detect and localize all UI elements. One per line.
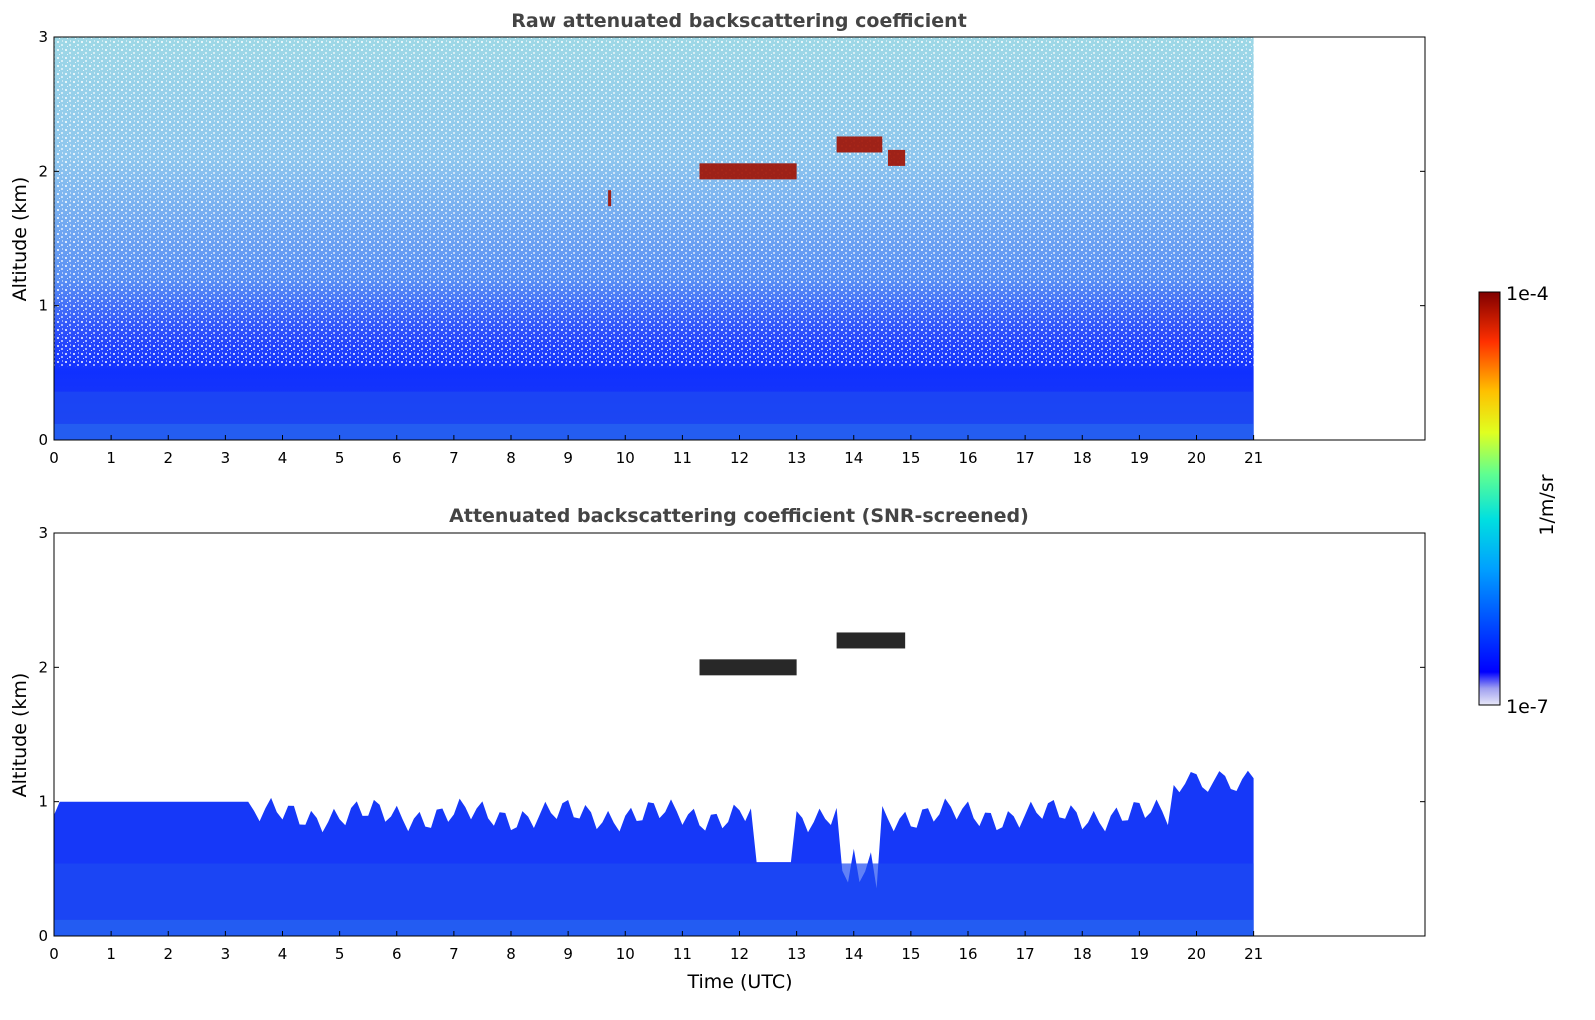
cloud-layer [888,149,906,166]
surface-layer [54,423,1254,440]
x-tick-label: 20 [1187,449,1206,467]
x-tick-label: 12 [730,945,749,963]
x-tick-label: 17 [1016,945,1035,963]
x-tick-label: 16 [958,945,977,963]
x-tick-label: 15 [901,945,920,963]
cloud-layer [608,190,612,207]
y-tick-label: 3 [38,524,48,542]
x-tick-label: 11 [673,945,692,963]
x-axis-label: Time (UTC) [686,971,792,993]
x-tick-label: 13 [787,449,806,467]
colorbar-min-label: 1e-7 [1506,696,1549,718]
x-tick-label: 4 [278,449,288,467]
x-tick-label: 16 [958,449,977,467]
y-axis-label: Altitude (km) [9,177,31,302]
raw-backscatter-panel: Raw attenuated backscattering coefficien… [9,10,1426,467]
x-tick-label: 15 [901,449,920,467]
x-tick-label: 8 [506,449,516,467]
y-tick-label: 2 [38,658,48,676]
surface-layer [54,919,1254,936]
x-tick-label: 7 [449,945,459,963]
chart-title: Raw attenuated backscattering coefficien… [511,10,967,32]
x-tick-label: 17 [1016,449,1035,467]
x-tick-label: 21 [1244,449,1263,467]
x-tick-label: 19 [1130,945,1149,963]
y-axis-ticks: 0 1 2 3 [38,524,1425,945]
x-tick-label: 7 [449,449,459,467]
y-axis-label: Altitude (km) [9,673,31,798]
x-tick-label: 18 [1073,449,1092,467]
chart-title: Attenuated backscattering coefficient (S… [449,505,1029,527]
colorbar-unit-label: 1/m/sr [1536,474,1558,535]
x-axis-ticks: 0 1 2 3 4 5 6 7 8 9 10 11 12 13 14 15 16 17 18 19 20 21 [49,435,1263,467]
y-tick-label: 0 [38,927,48,945]
x-tick-label: 0 [49,449,59,467]
cloud-layer [836,136,883,153]
heatmap-image [54,632,1254,936]
x-tick-label: 20 [1187,945,1206,963]
y-tick-label: 2 [38,162,48,180]
x-tick-label: 3 [221,449,231,467]
x-tick-label: 21 [1244,945,1263,963]
y-tick-label: 0 [38,431,48,449]
heatmap-image [54,37,1254,440]
colorbar: 1e-4 1e-7 1/m/sr [1478,283,1558,718]
x-tick-label: 5 [335,945,345,963]
x-tick-label: 13 [787,945,806,963]
y-axis-ticks: 0 1 2 3 [38,28,1425,449]
x-tick-label: 14 [844,449,863,467]
colorbar-max-label: 1e-4 [1506,283,1549,305]
x-tick-label: 18 [1073,945,1092,963]
y-tick-label: 1 [38,297,48,315]
x-tick-label: 12 [730,449,749,467]
cloud-layer [699,163,797,180]
x-tick-label: 6 [392,945,402,963]
x-tick-label: 2 [163,449,173,467]
x-tick-label: 10 [616,945,635,963]
x-axis-ticks: 0 1 2 3 4 5 6 7 8 9 10 11 12 13 14 15 16 17 18 19 20 21 [49,931,1263,963]
snr-screened-panel: Attenuated backscattering coefficient (S… [9,505,1426,993]
x-tick-label: 0 [49,945,59,963]
y-tick-label: 1 [38,793,48,811]
x-tick-label: 19 [1130,449,1149,467]
heatmap-noise [54,37,1254,367]
colorbar-gradient [1478,291,1501,706]
x-tick-label: 9 [563,449,573,467]
x-tick-label: 4 [278,945,288,963]
x-tick-label: 2 [163,945,173,963]
x-tick-label: 3 [221,945,231,963]
x-tick-label: 1 [106,449,116,467]
y-tick-label: 3 [38,28,48,46]
x-tick-label: 1 [106,945,116,963]
x-tick-label: 9 [563,945,573,963]
x-tick-label: 11 [673,449,692,467]
x-tick-label: 8 [506,945,516,963]
cloud-layer [836,632,906,649]
x-tick-label: 6 [392,449,402,467]
cloud-layer [699,659,797,676]
x-tick-label: 10 [616,449,635,467]
x-tick-label: 5 [335,449,345,467]
x-tick-label: 14 [844,945,863,963]
